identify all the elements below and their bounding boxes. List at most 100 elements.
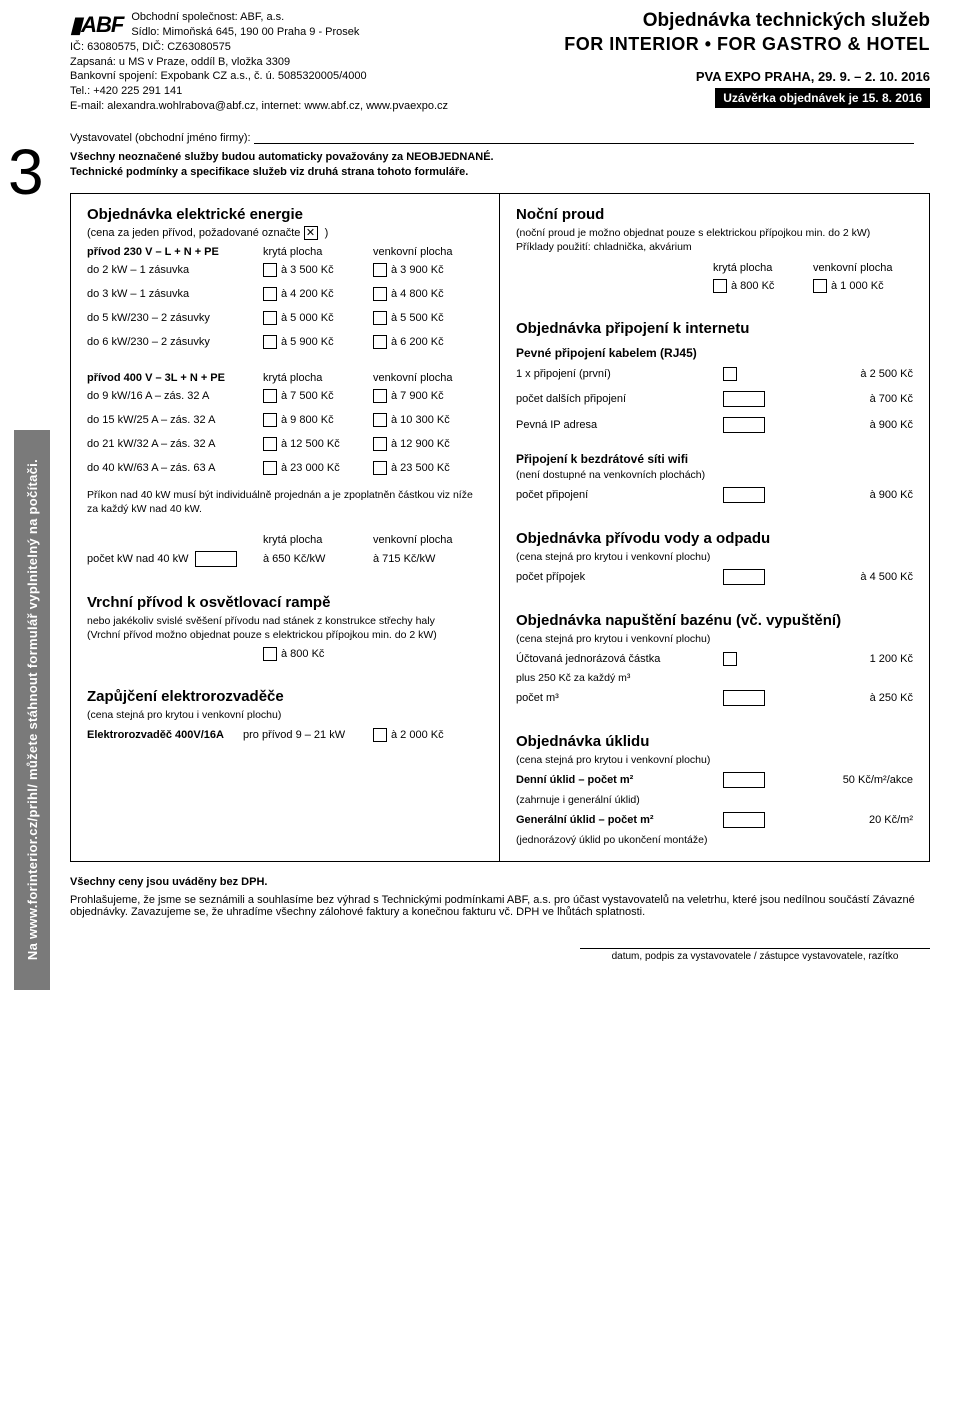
side-tab-text: Na www.forinterior.cz/prihl/ můžete stáh…: [25, 459, 40, 960]
price: à 12 900 Kč: [391, 438, 450, 450]
signature-line[interactable]: datum, podpis za vystavovatele / zástupc…: [580, 948, 930, 962]
night-sub: (noční proud je možno objednat pouze s e…: [516, 226, 913, 240]
checkbox[interactable]: [373, 335, 387, 349]
price: à 23 000 Kč: [281, 462, 340, 474]
checkbox[interactable]: [713, 279, 727, 293]
water-row-label: počet přípojek: [516, 571, 706, 583]
input-box[interactable]: [723, 417, 765, 433]
night-sub: Příklady použití: chladnička, akvárium: [516, 240, 913, 254]
checkbox[interactable]: [373, 461, 387, 475]
exhibitor-input[interactable]: [254, 143, 914, 144]
price: à 23 500 Kč: [391, 462, 450, 474]
price: à 5 900 Kč: [281, 336, 334, 348]
el-row-label: do 2 kW – 1 zásuvka: [87, 264, 263, 276]
input-box[interactable]: [723, 812, 765, 828]
section-electricity: Objednávka elektrické energie: [87, 206, 483, 223]
company-line: Sídlo: Mimoňská 645, 190 00 Praha 9 - Pr…: [131, 25, 359, 40]
checkbox[interactable]: [723, 652, 737, 666]
company-line: IČ: 63080575, DIČ: CZ63080575: [70, 40, 510, 55]
declaration: Prohlašujeme, že jsme se seznámili a sou…: [70, 894, 930, 918]
price: 20 Kč/m²: [823, 814, 913, 826]
ramp-sub: nebo jakékoliv svislé svěšení přívodu na…: [87, 614, 483, 628]
price: à 800 Kč: [281, 648, 324, 660]
checkbox[interactable]: [263, 461, 277, 475]
price: à 1 000 Kč: [831, 280, 884, 292]
pool-sub: (cena stejná pro krytou i venkovní ploch…: [516, 632, 913, 646]
input-box[interactable]: [723, 772, 765, 788]
price: à 715 Kč/kW: [373, 553, 435, 565]
section-night: Noční proud: [516, 206, 913, 223]
price: à 4 500 Kč: [823, 571, 913, 583]
checkbox[interactable]: [263, 287, 277, 301]
net-row-label: počet připojení: [516, 489, 706, 501]
price: à 4 200 Kč: [281, 288, 334, 300]
el-over40-note: Příkon nad 40 kW musí být individuálně p…: [87, 488, 483, 516]
checkbox[interactable]: [373, 287, 387, 301]
input-box[interactable]: [723, 690, 765, 706]
price: à 250 Kč: [823, 692, 913, 704]
checkbox[interactable]: [373, 413, 387, 427]
el-sub-b: ): [325, 227, 329, 239]
net-row-label: počet dalších připojení: [516, 393, 706, 405]
dist-row-sub: pro přívod 9 – 21 kW: [243, 729, 373, 741]
checkbox[interactable]: [263, 389, 277, 403]
input-box[interactable]: [723, 391, 765, 407]
company-line: Obchodní společnost: ABF, a.s.: [131, 10, 359, 25]
col-kryta: krytá plocha: [263, 534, 373, 546]
clean-row-sub: (zahrnuje i generální úklid): [516, 793, 913, 807]
checkbox[interactable]: [263, 413, 277, 427]
checkbox[interactable]: [263, 437, 277, 451]
page-subtitle: FOR INTERIOR • FOR GASTRO & HOTEL: [540, 34, 930, 55]
col-venkovni: venkovní plocha: [813, 262, 913, 274]
col-kryta: krytá plocha: [263, 246, 373, 258]
price: à 700 Kč: [823, 393, 913, 405]
checkbox[interactable]: [263, 335, 277, 349]
input-box[interactable]: [195, 551, 237, 567]
checkbox[interactable]: [373, 389, 387, 403]
price: à 12 500 Kč: [281, 438, 340, 450]
checkbox[interactable]: [373, 263, 387, 277]
price: à 5 000 Kč: [281, 312, 334, 324]
price: à 900 Kč: [823, 489, 913, 501]
price: à 3 900 Kč: [391, 264, 444, 276]
el-row-label: do 6 kW/230 – 2 zásuvky: [87, 336, 263, 348]
pool-row-sub: plus 250 Kč za každý m³: [516, 671, 913, 685]
clean-row-label: Denní úklid – počet m²: [516, 774, 633, 786]
section-pool: Objednávka napuštění bazénu (vč. vypuště…: [516, 612, 913, 629]
event-date: PVA EXPO PRAHA, 29. 9. – 2. 10. 2016: [540, 69, 930, 84]
input-box[interactable]: [723, 569, 765, 585]
vat-note: Všechny ceny jsou uváděny bez DPH.: [70, 876, 930, 888]
price: à 2 000 Kč: [391, 729, 444, 741]
col-kryta: krytá plocha: [263, 372, 373, 384]
clean-row-label: Generální úklid – počet m²: [516, 814, 654, 826]
checkbox[interactable]: [373, 437, 387, 451]
checkbox[interactable]: [373, 311, 387, 325]
checkbox[interactable]: [723, 367, 737, 381]
checkbox[interactable]: [263, 263, 277, 277]
checkbox[interactable]: [263, 647, 277, 661]
net-row-label: 1 x připojení (první): [516, 368, 706, 380]
section-internet: Objednávka připojení k internetu: [516, 320, 913, 337]
price: à 10 300 Kč: [391, 414, 450, 426]
pool-row-label: počet m³: [516, 692, 706, 704]
el-row-label: do 9 kW/16 A – zás. 32 A: [87, 390, 263, 402]
price: à 9 800 Kč: [281, 414, 334, 426]
dist-sub: (cena stejná pro krytou i venkovní ploch…: [87, 708, 483, 722]
price: à 4 800 Kč: [391, 288, 444, 300]
checkbox[interactable]: [813, 279, 827, 293]
el-row-label: do 5 kW/230 – 2 zásuvky: [87, 312, 263, 324]
net-wifi-sub: (není dostupné na venkovních plochách): [516, 468, 913, 482]
col-kryta: krytá plocha: [713, 262, 813, 274]
el-row-label: do 3 kW – 1 zásuvka: [87, 288, 263, 300]
price: à 2 500 Kč: [823, 368, 913, 380]
page-title: Objednávka technických služeb: [540, 10, 930, 32]
checkbox[interactable]: [373, 728, 387, 742]
price: à 3 500 Kč: [281, 264, 334, 276]
el-230-header: přívod 230 V – L + N + PE: [87, 246, 263, 258]
el-row-label: do 15 kW/25 A – zás. 32 A: [87, 414, 263, 426]
price: à 650 Kč/kW: [263, 553, 325, 565]
section-cleaning: Objednávka úklidu: [516, 733, 913, 750]
col-venkovni: venkovní plocha: [373, 246, 483, 258]
input-box[interactable]: [723, 487, 765, 503]
checkbox[interactable]: [263, 311, 277, 325]
